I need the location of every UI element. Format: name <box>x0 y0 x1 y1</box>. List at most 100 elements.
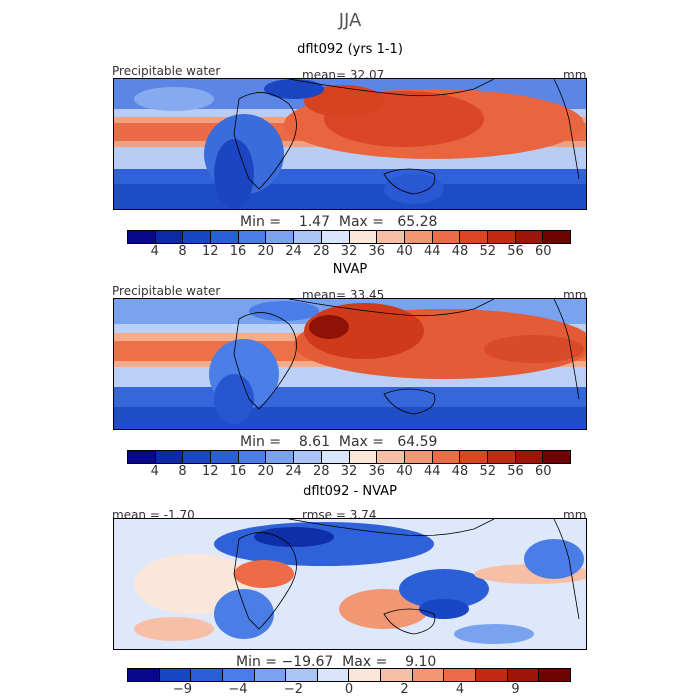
colorbar-swatch <box>543 231 570 243</box>
panel-2-map <box>113 298 587 430</box>
colorbar-swatch <box>183 231 212 243</box>
colorbar-tick-label: 0 <box>344 682 354 697</box>
colorbar-swatch <box>321 451 350 463</box>
panel-3-colorbar: −9 −4 −2 0 2 4 9 <box>127 668 571 697</box>
colorbar-tick-label: 24 <box>285 464 302 479</box>
panel-3-colorbar-ticks: −9 −4 −2 0 2 4 9 <box>127 682 571 698</box>
colorbar-swatch <box>155 451 184 463</box>
colorbar-tick-label: 16 <box>229 244 247 259</box>
panel-2-colorbar-ticks: 4 8 12 16 20 24 28 32 36 40 44 48 52 56 60 <box>127 464 571 480</box>
colorbar-tick-label: 44 <box>423 244 441 259</box>
colorbar-swatch <box>317 669 350 681</box>
colorbar-swatch <box>381 669 413 681</box>
colorbar-tick-label: 44 <box>423 464 441 479</box>
colorbar-tick-label: 8 <box>178 244 187 259</box>
colorbar-swatch <box>515 451 544 463</box>
colorbar-tick-label: 2 <box>400 682 409 697</box>
colorbar-tick-label: 52 <box>479 244 497 259</box>
colorbar-swatch <box>444 669 477 681</box>
colorbar-swatch <box>432 231 461 243</box>
colorbar-swatch <box>155 231 184 243</box>
panel-3-map-field <box>114 519 586 649</box>
panel-1-map-field <box>114 79 586 209</box>
colorbar-swatch <box>487 451 516 463</box>
colorbar-swatch <box>238 231 267 243</box>
colorbar-tick-label: 36 <box>368 244 386 259</box>
colorbar-swatch <box>460 231 488 243</box>
panel-1-title: dflt092 (yrs 1-1) <box>297 42 403 57</box>
colorbar-swatch <box>539 669 570 681</box>
colorbar-swatch <box>515 231 544 243</box>
colorbar-tick-label: 60 <box>534 244 552 259</box>
colorbar-swatch <box>128 669 160 681</box>
panel-1-variable-label: Precipitable water <box>112 64 221 78</box>
panel-1-colorbar-swatches <box>127 230 571 244</box>
colorbar-swatch <box>377 231 405 243</box>
colorbar-tick-label: 4 <box>150 244 159 259</box>
colorbar-swatch <box>183 451 212 463</box>
colorbar-tick-label: 40 <box>396 464 413 479</box>
colorbar-tick-label: 56 <box>507 464 524 479</box>
colorbar-swatch <box>286 669 318 681</box>
colorbar-tick-label: 8 <box>178 464 187 479</box>
colorbar-swatch <box>222 669 255 681</box>
colorbar-swatch <box>487 231 516 243</box>
panel-3-colorbar-swatches <box>127 668 571 682</box>
colorbar-swatch <box>543 451 570 463</box>
panel-2-colorbar: 4 8 12 16 20 24 28 32 36 40 44 48 52 56 60 <box>127 450 571 479</box>
colorbar-swatch <box>432 451 461 463</box>
panel-1-colorbar-ticks: 4 8 12 16 20 24 28 32 36 40 44 48 52 56 60 <box>127 244 571 260</box>
panel-2-colorbar-swatches <box>127 450 571 464</box>
colorbar-tick-label: 52 <box>479 464 497 479</box>
colorbar-tick-label: −4 <box>228 682 248 697</box>
panel-3-title: dflt092 - NVAP <box>303 484 397 499</box>
colorbar-swatch <box>294 231 322 243</box>
panel-1-colorbar: 4 8 12 16 20 24 28 32 36 40 44 48 52 56 60 <box>127 230 571 259</box>
colorbar-tick-label: 4 <box>455 682 465 697</box>
colorbar-swatch <box>159 669 192 681</box>
panel-2-title: NVAP <box>332 262 368 277</box>
colorbar-swatch <box>128 231 156 243</box>
panel-2-variable-label: Precipitable water <box>112 284 221 298</box>
panel-3-min-max: Min = −19.67 Max = 9.10 <box>236 654 437 670</box>
colorbar-tick-label: 9 <box>511 682 520 697</box>
colorbar-swatch <box>266 451 295 463</box>
colorbar-tick-label: 12 <box>201 464 219 479</box>
colorbar-swatch <box>404 451 433 463</box>
panel-3-map <box>113 518 587 650</box>
colorbar-tick-label: 24 <box>285 244 302 259</box>
colorbar-tick-label: 20 <box>257 464 275 479</box>
panel-2-min-max: Min = 8.61 Max = 64.59 <box>240 434 438 450</box>
colorbar-swatch <box>349 231 378 243</box>
colorbar-tick-label: 32 <box>340 464 358 479</box>
colorbar-tick-label: 16 <box>229 464 247 479</box>
season-title: JJA <box>338 10 362 31</box>
colorbar-swatch <box>460 451 488 463</box>
colorbar-tick-label: 56 <box>507 244 524 259</box>
colorbar-swatch <box>476 669 508 681</box>
colorbar-swatch <box>266 231 295 243</box>
colorbar-tick-label: 20 <box>257 244 275 259</box>
colorbar-swatch <box>211 451 239 463</box>
colorbar-swatch <box>128 451 156 463</box>
colorbar-tick-label: 48 <box>451 464 469 479</box>
colorbar-tick-label: 28 <box>312 244 330 259</box>
colorbar-swatch <box>238 451 267 463</box>
colorbar-swatch <box>191 669 223 681</box>
colorbar-swatch <box>294 451 322 463</box>
colorbar-tick-label: 32 <box>340 244 358 259</box>
panel-1-map <box>113 78 587 210</box>
colorbar-tick-label: 4 <box>150 464 159 479</box>
colorbar-swatch <box>507 669 540 681</box>
colorbar-tick-label: 12 <box>201 244 219 259</box>
colorbar-swatch <box>404 231 433 243</box>
panel-2-map-field <box>114 299 586 429</box>
colorbar-tick-label: 60 <box>534 464 552 479</box>
colorbar-swatch <box>349 669 382 681</box>
colorbar-swatch <box>412 669 445 681</box>
colorbar-swatch <box>349 451 378 463</box>
colorbar-tick-label: 28 <box>312 464 330 479</box>
colorbar-swatch <box>377 451 405 463</box>
colorbar-swatch <box>321 231 350 243</box>
colorbar-swatch <box>211 231 239 243</box>
